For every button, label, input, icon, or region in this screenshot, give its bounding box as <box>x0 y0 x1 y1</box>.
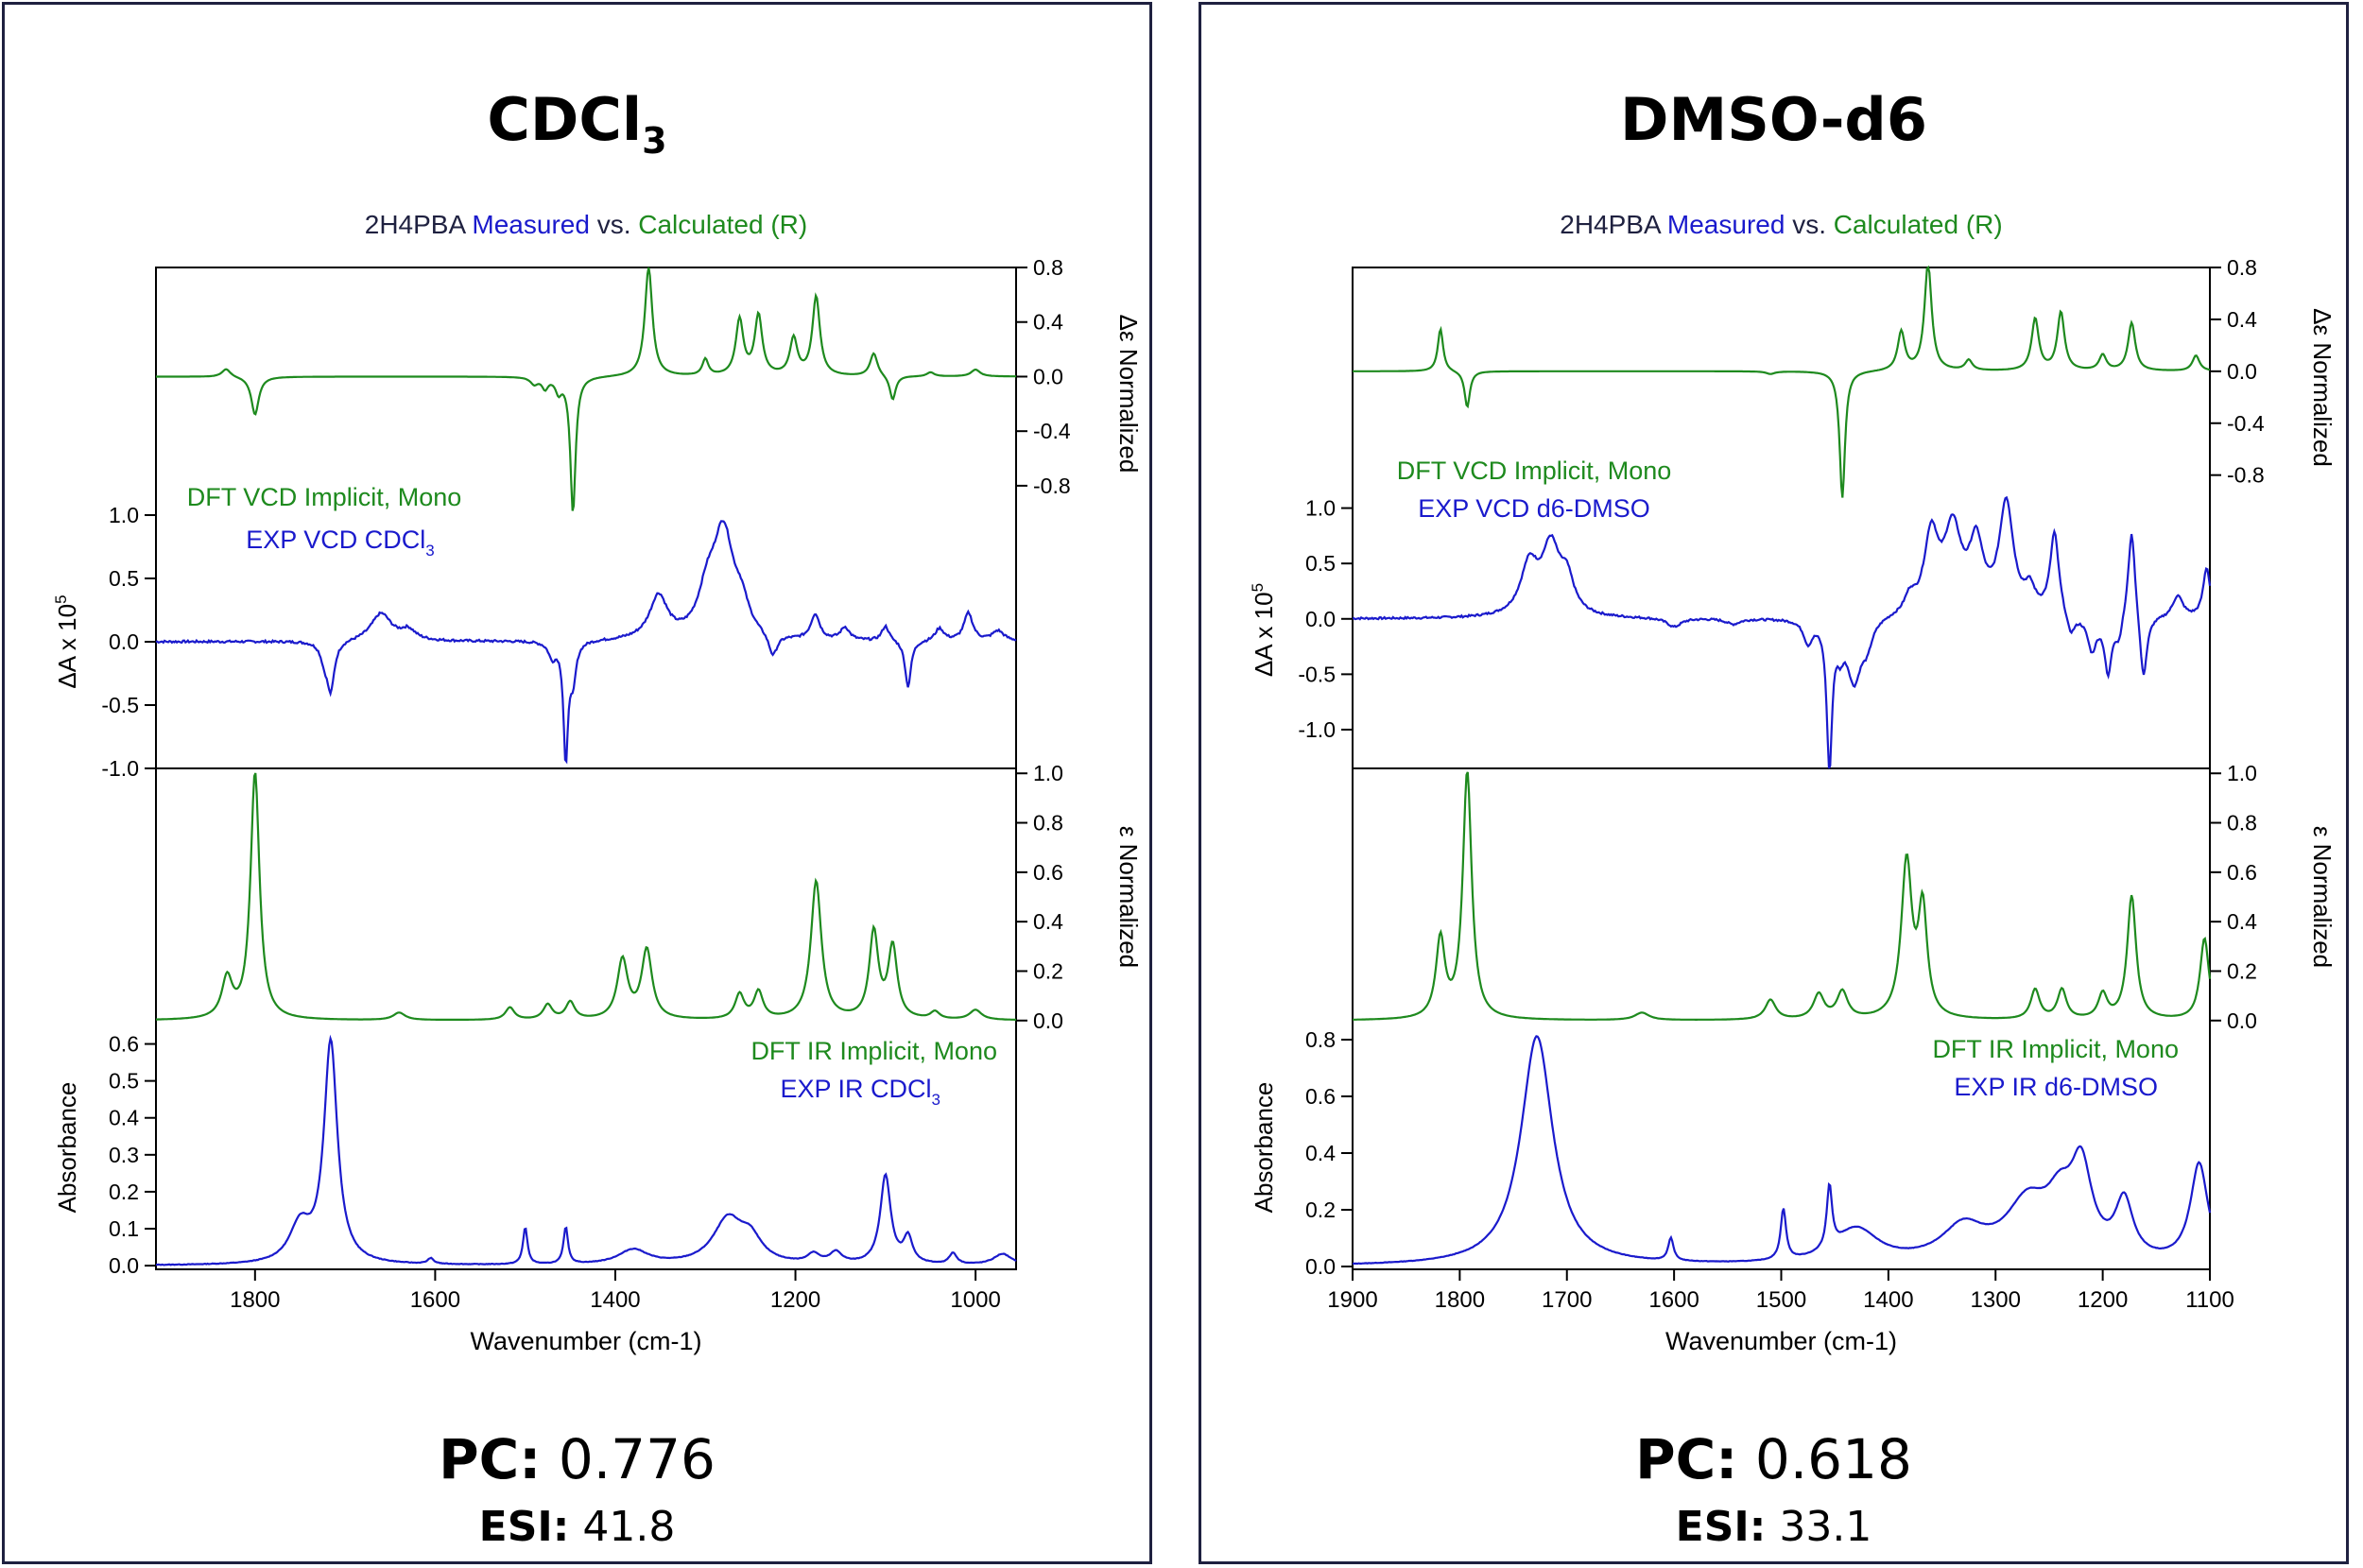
esi-score: ESI: 41.8 <box>478 1503 676 1551</box>
ir-exp-line <box>156 1034 1017 1266</box>
y-tick-label: -0.5 <box>101 693 139 717</box>
y-tick-label: 0.8 <box>1305 1027 1336 1052</box>
dft-vcd-label: DFT VCD Implicit, Mono <box>1397 457 1672 485</box>
x-tick-label: 1900 <box>1327 1287 1377 1313</box>
y-tick-label: 0.6 <box>109 1032 139 1057</box>
x-tick-label: 1400 <box>590 1287 640 1313</box>
y-axis-label: Absorbance <box>53 1082 81 1214</box>
y-tick-label: 0.0 <box>1033 1008 1063 1033</box>
exp-ir-label: EXP IR CDCl3 <box>780 1075 940 1109</box>
y-tick-label: 0.0 <box>109 1253 139 1278</box>
y-axis-label: ε Normalized <box>1114 826 1143 968</box>
spectra-chart: 2H4PBA Measured vs. Calculated (R) 1900 18… <box>1249 210 2337 1355</box>
x-tick-label: 1800 <box>1435 1287 1485 1313</box>
dft-ir-label: DFT IR Implicit, Mono <box>1932 1035 2179 1063</box>
exp-vcd-label: EXP VCD d6-DMSO <box>1418 494 1650 523</box>
vcd-plot-frame <box>155 267 1017 769</box>
vcd-calc-line <box>1353 265 2211 498</box>
pc-score: PC: 0.618 <box>1635 1427 1912 1491</box>
chart-subtitle: 2H4PBA Measured vs. Calculated (R) <box>365 210 807 239</box>
y-tick-label: -0.8 <box>2227 463 2265 488</box>
x-tick-label: 1800 <box>230 1287 280 1313</box>
exp-vcd-label: EXP VCD CDCl3 <box>246 526 435 560</box>
x-tick-label: 1300 <box>1971 1287 2021 1313</box>
y-tick-label: 0.0 <box>2227 1008 2257 1033</box>
y-tick-label: 0.8 <box>1033 255 1063 280</box>
y-tick-label: -0.4 <box>1033 419 1071 443</box>
y-tick-label: -0.5 <box>1298 662 1336 686</box>
x-tick-label: 1600 <box>410 1287 460 1313</box>
y-tick-label: 0.6 <box>1305 1084 1336 1109</box>
x-tick-label: 1200 <box>770 1287 820 1313</box>
x-tick-label: 1700 <box>1542 1287 1592 1313</box>
dft-vcd-label: DFT VCD Implicit, Mono <box>187 483 462 511</box>
panel-cdcl3: CDCl3 2H4PBA Measured vs. Calculated (R)… <box>2 2 1152 1564</box>
y-tick-label: 0.2 <box>2227 958 2257 983</box>
y-tick-label: 0.6 <box>1033 860 1063 885</box>
y-tick-label: -1.0 <box>1298 717 1336 742</box>
y-tick-label: 0.1 <box>109 1216 139 1241</box>
y-tick-label: -1.0 <box>101 756 139 781</box>
y-tick-label: 0.5 <box>1305 551 1336 576</box>
x-axis-label: Wavenumber (cm-1) <box>1665 1327 1897 1355</box>
panel-title: CDCl3 <box>487 85 667 162</box>
y-axis-label: Absorbance <box>1250 1082 1278 1214</box>
y-axis-label: ΔA x 105 <box>52 594 81 688</box>
y-tick-label: 0.8 <box>1033 811 1063 836</box>
x-axis-label: Wavenumber (cm-1) <box>470 1327 701 1355</box>
y-tick-label: 0.5 <box>109 566 139 591</box>
x-tick-label: 1000 <box>950 1287 1000 1313</box>
y-tick-label: 0.4 <box>1033 310 1063 335</box>
y-tick-label: 0.6 <box>2227 860 2257 885</box>
y-tick-label: 0.8 <box>2227 811 2257 836</box>
y-tick-label: 0.0 <box>109 629 139 654</box>
y-tick-label: 1.0 <box>1033 761 1063 785</box>
y-tick-label: 0.2 <box>109 1180 139 1204</box>
y-axis-label: Δε Normalized <box>2308 308 2337 467</box>
y-tick-label: 0.4 <box>2227 909 2257 934</box>
ir-calc-line <box>156 772 1016 1021</box>
y-tick-label: 0.5 <box>109 1069 139 1094</box>
vcd-calc-line <box>156 267 1016 511</box>
y-tick-label: 0.2 <box>1033 958 1063 983</box>
y-tick-label: 0.2 <box>1305 1198 1336 1222</box>
y-tick-label: 0.0 <box>2227 359 2257 384</box>
vcd-exp-line <box>1352 495 2212 769</box>
y-axis-label: Δε Normalized <box>1114 315 1143 474</box>
y-tick-label: 1.0 <box>2227 761 2257 785</box>
y-tick-label: 0.4 <box>2227 307 2257 332</box>
dft-ir-label: DFT IR Implicit, Mono <box>750 1037 997 1065</box>
x-tick-label: 1100 <box>2185 1287 2234 1313</box>
y-tick-label: -0.8 <box>1033 474 1071 498</box>
y-tick-label: 0.3 <box>109 1143 139 1167</box>
y-tick-label: 0.0 <box>1305 607 1336 631</box>
pc-score: PC: 0.776 <box>439 1427 716 1491</box>
vcd-exp-line <box>155 520 1017 765</box>
ir-exp-line <box>1353 1035 2212 1266</box>
exp-ir-label: EXP IR d6-DMSO <box>1954 1073 2158 1101</box>
x-tick-label: 1200 <box>2078 1287 2128 1313</box>
chart-subtitle: 2H4PBA Measured vs. Calculated (R) <box>1560 210 2002 239</box>
panel-title: DMSO-d6 <box>1620 85 1927 154</box>
spectra-chart: 2H4PBA Measured vs. Calculated (R) 1800 16… <box>52 210 1143 1355</box>
y-tick-label: 0.4 <box>109 1106 139 1130</box>
ir-plot-frame <box>155 767 1017 1270</box>
panel-dmso: DMSO-d6 2H4PBA Measured vs. Calculated (… <box>1199 2 2349 1564</box>
y-tick-label: 0.4 <box>1305 1141 1336 1165</box>
y-tick-label: 0.0 <box>1033 364 1063 388</box>
ir-plot-frame <box>1352 767 2211 1270</box>
y-tick-label: 1.0 <box>109 503 139 527</box>
x-tick-label: 1500 <box>1756 1287 1806 1313</box>
esi-score: ESI: 33.1 <box>1675 1503 1872 1551</box>
y-tick-label: 0.8 <box>2227 255 2257 280</box>
x-tick-label: 1600 <box>1648 1287 1699 1313</box>
y-axis-label: ΔA x 105 <box>1249 583 1278 677</box>
y-tick-label: 0.4 <box>1033 909 1063 934</box>
y-axis-label: ε Normalized <box>2308 826 2337 968</box>
ir-calc-line <box>1353 771 2212 1021</box>
x-tick-label: 1400 <box>1863 1287 1913 1313</box>
y-tick-label: 0.0 <box>1305 1254 1336 1279</box>
y-tick-label: -0.4 <box>2227 411 2265 436</box>
y-tick-label: 1.0 <box>1305 496 1336 521</box>
